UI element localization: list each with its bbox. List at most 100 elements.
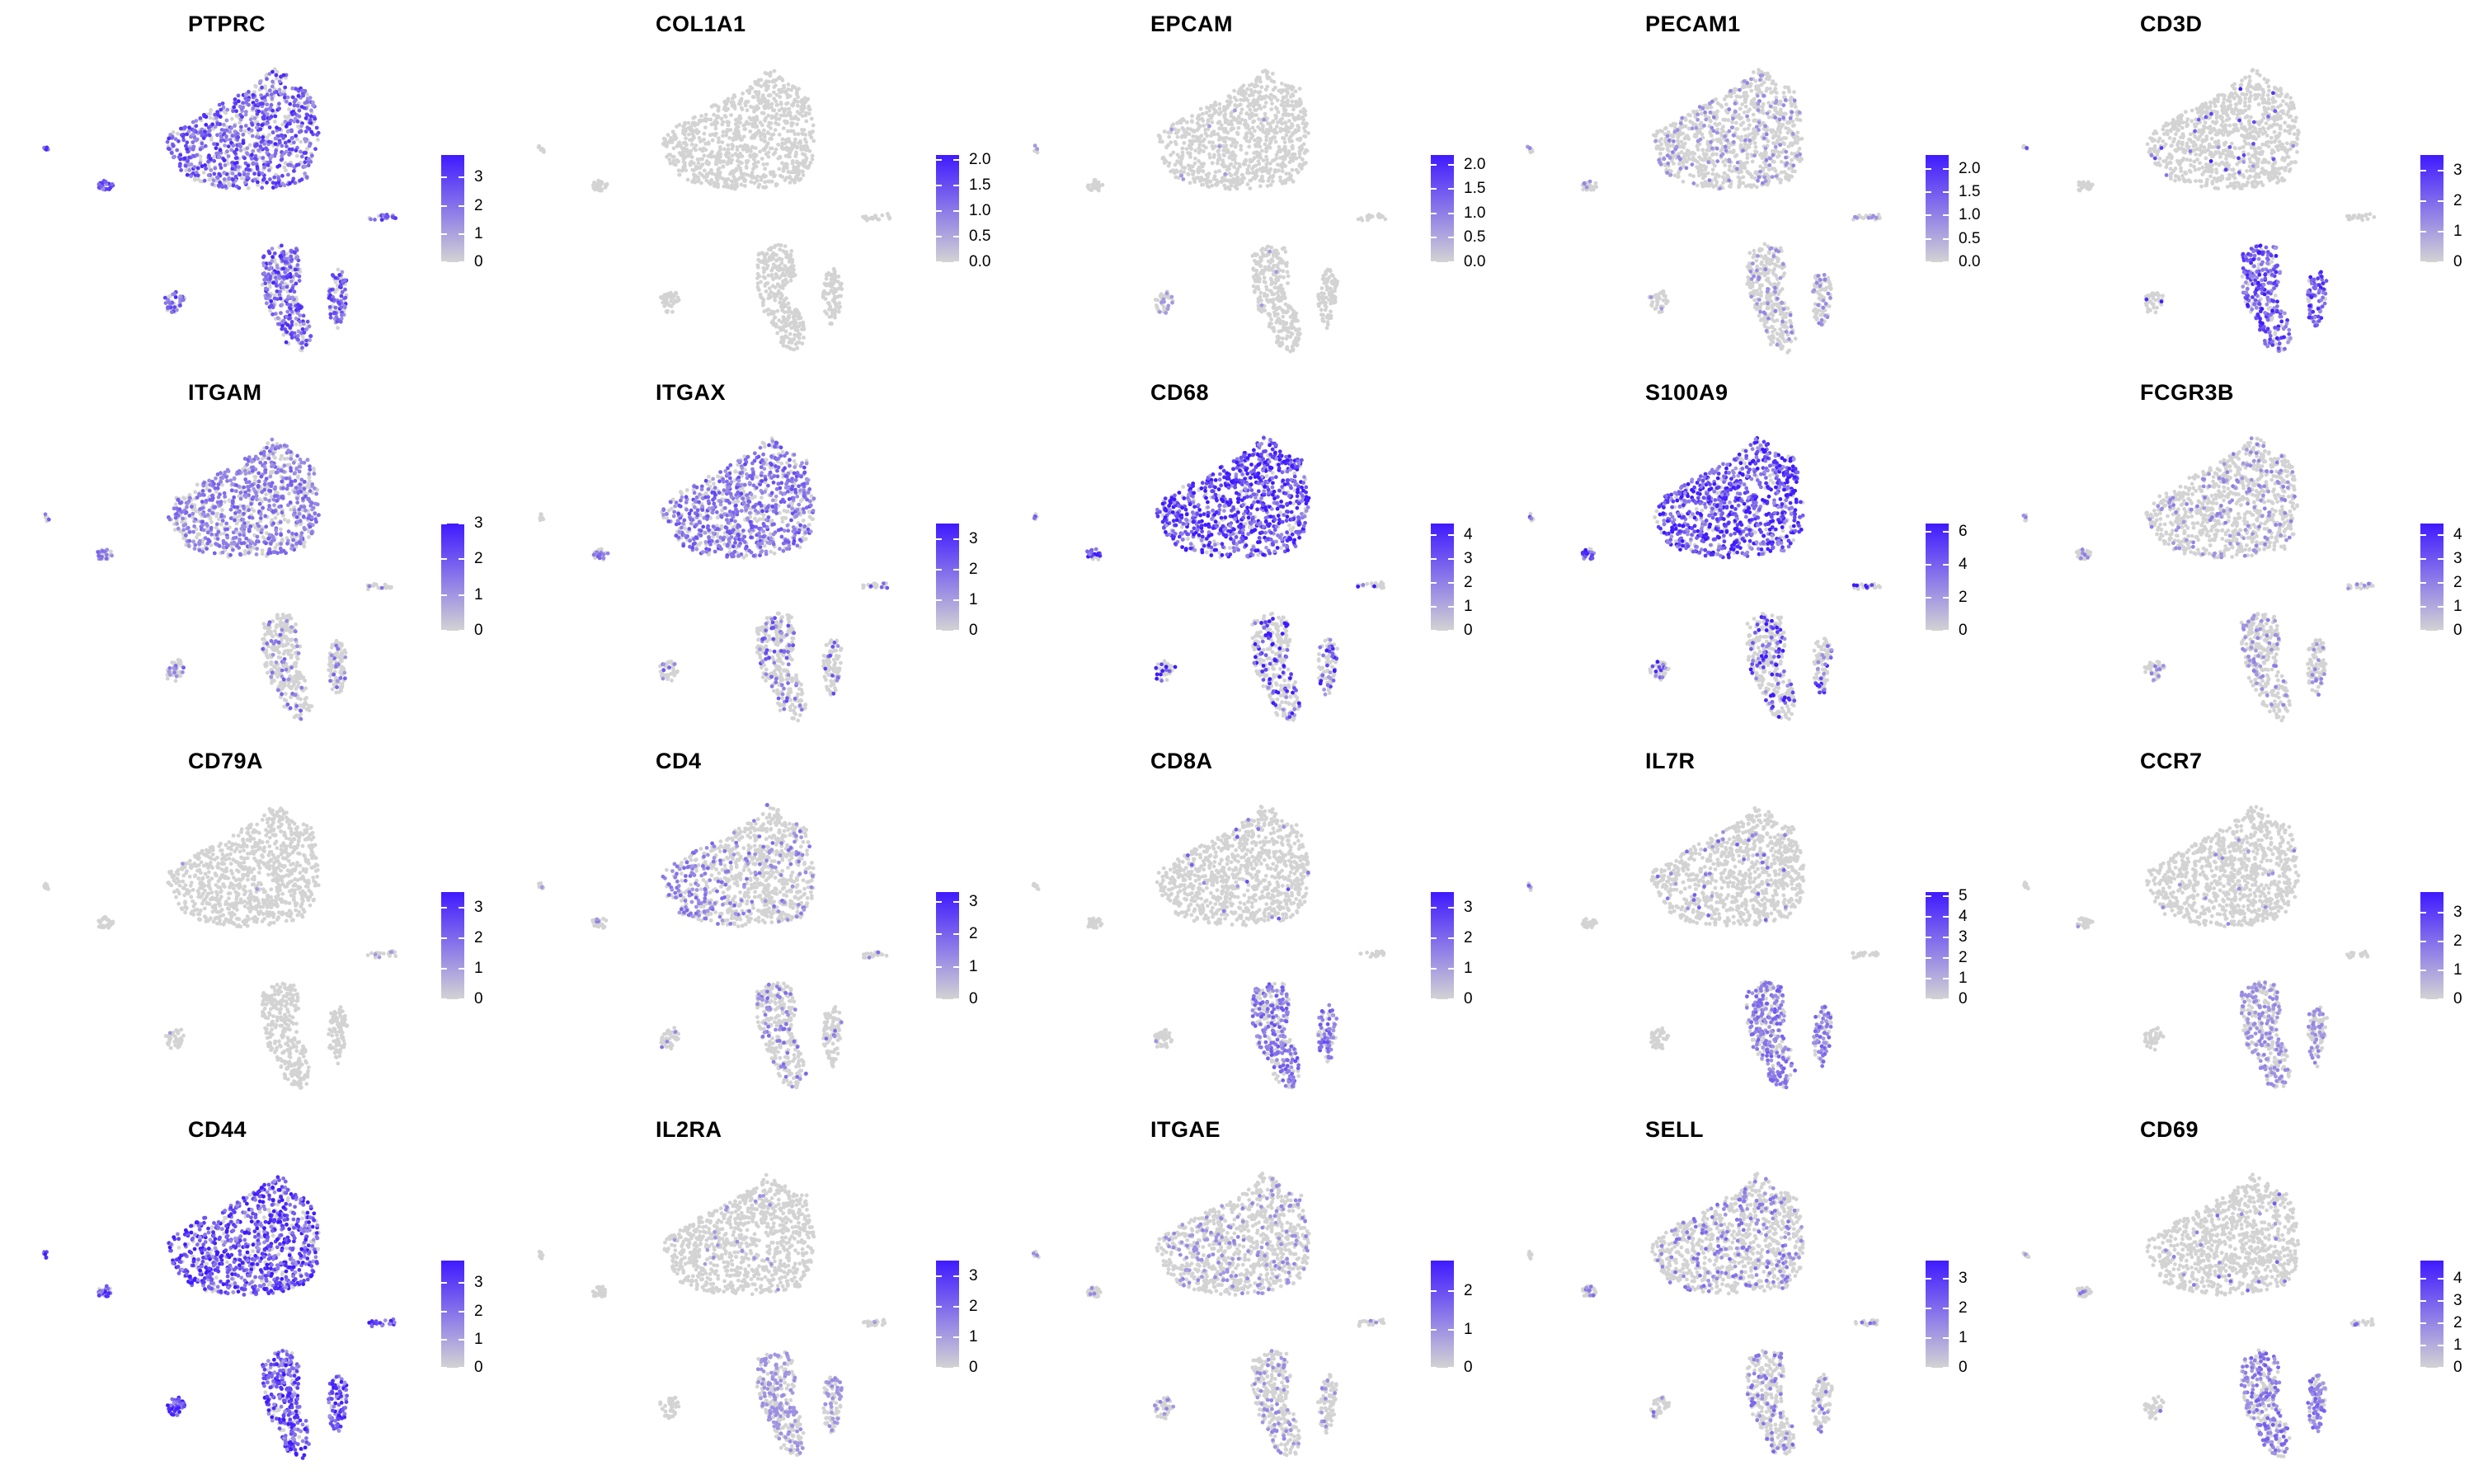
cell-point [1739,161,1744,166]
cell-point [287,147,292,152]
cell-point [227,176,231,181]
cell-point [265,301,269,306]
cell-point [801,325,806,329]
cell-point [780,326,785,330]
cell-point [1274,277,1278,282]
cell-point [1273,139,1278,144]
cell-point [1700,148,1705,153]
cell-point [745,100,750,104]
cell-point [807,130,812,135]
cell-point [369,217,373,222]
cell-point [1169,169,1174,174]
cell-point [1263,104,1267,109]
cell-point [741,92,745,96]
cell-point [780,78,785,82]
cell-point [293,267,298,272]
cell-point [777,108,782,113]
cell-point [243,92,248,97]
cell-point [298,319,303,324]
cell-point [1301,142,1306,147]
cell-point [303,116,308,120]
cell-point [270,130,275,135]
legend-tick-label: 1 [474,225,483,243]
cell-point [1772,141,1777,146]
cell-point [721,129,726,134]
cell-point [1276,149,1281,154]
cell-point [172,292,176,297]
cell-point [238,172,242,177]
cell-point [714,181,719,186]
cell-point [1747,118,1751,123]
cell-point [1274,307,1279,312]
cell-point [1223,171,1228,176]
cell-point [783,303,788,308]
cell-point [804,119,809,124]
cell-point [764,145,769,150]
cell-point [1276,334,1280,339]
cell-point [246,176,250,181]
cell-point [243,124,248,128]
cell-point [692,146,696,151]
cell-point [1286,91,1290,96]
cell-point [730,96,735,101]
cell-point [1792,101,1797,106]
cell-point [274,73,279,77]
cell-point [336,267,341,272]
cell-point [1370,214,1375,218]
cell-point [342,303,346,308]
cell-point [173,295,178,299]
cell-point [1735,127,1740,131]
cell-point [1217,155,1221,160]
cell-point [184,143,188,148]
cell-point [281,318,286,323]
cell-point [1290,139,1294,143]
cell-point [1254,107,1258,112]
cell-point [224,118,229,123]
cell-point [721,120,725,124]
cell-point [780,294,784,298]
cell-point [1225,130,1230,135]
cell-point [774,272,778,276]
cell-point [299,340,304,345]
cell-point [1216,132,1221,137]
cell-point [1282,275,1286,279]
cell-point [777,116,782,121]
cell-point [1236,115,1241,119]
cell-point [1703,103,1708,108]
cell-point [1259,121,1263,126]
cell-point [1672,173,1677,178]
cell-point [787,345,792,350]
cell-point [793,143,797,148]
cell-point [1289,103,1294,108]
cell-point [1659,142,1664,147]
cell-point [251,162,256,166]
cell-point [1685,134,1690,139]
cell-point [774,120,778,125]
legend-tick-label: 0.5 [1464,228,1485,247]
cell-point [186,162,191,167]
cell-point [1207,109,1211,113]
cell-point [304,338,308,343]
cell-point [303,89,308,93]
cell-point [665,310,670,315]
cell-point [1158,136,1163,141]
cell-point [256,172,261,177]
cell-point [1770,81,1775,86]
cell-point [1316,294,1320,299]
cell-point [794,333,799,338]
cell-point [183,163,188,168]
cell-point [763,118,767,123]
legend-tick-label: 2.0 [1464,156,1485,174]
cell-point [773,128,778,133]
cell-point [208,115,213,120]
cell-point [1776,150,1781,155]
cell-point [299,154,304,159]
cell-point [280,143,285,148]
cell-point [769,101,774,106]
cell-point [781,343,786,348]
cell-point [1202,162,1206,167]
cell-point [779,267,784,272]
legend-tick-label: 0.0 [969,253,990,271]
cell-point [1687,157,1691,162]
cell-point [278,140,282,145]
